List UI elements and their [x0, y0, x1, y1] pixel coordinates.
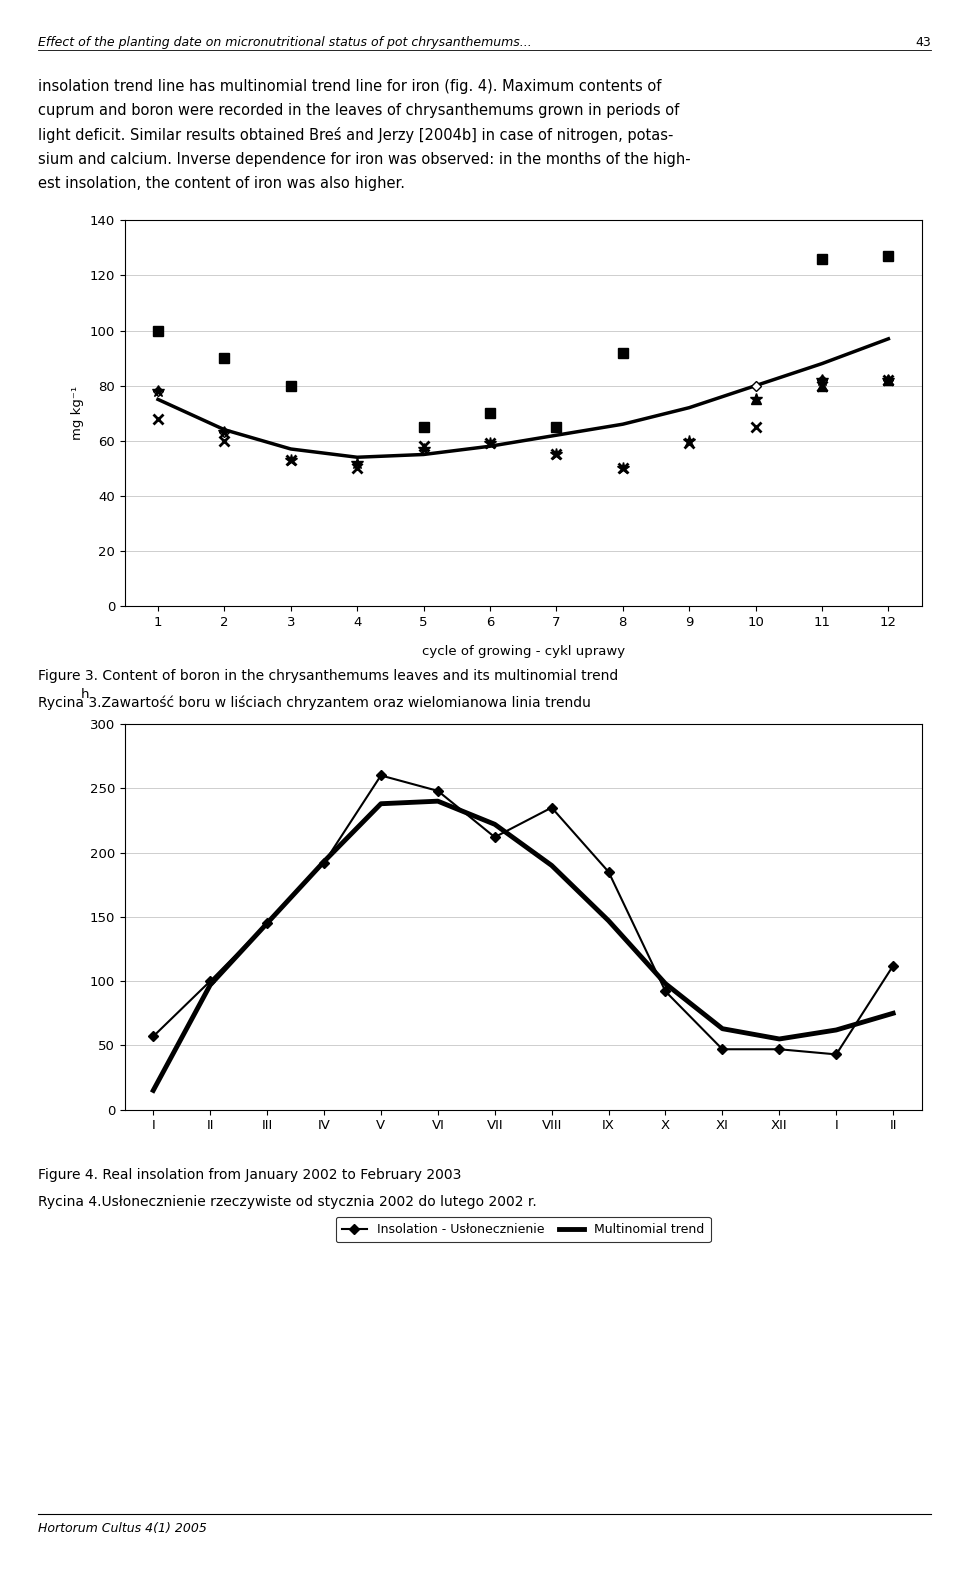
Text: Figure 4. Real insolation from January 2002 to February 2003: Figure 4. Real insolation from January 2… [38, 1168, 462, 1182]
Text: h: h [81, 688, 89, 700]
Text: light deficit. Similar results obtained Breś and Jerzy [2004b] in case of nitro: light deficit. Similar results obtained … [38, 127, 674, 143]
Text: Rycina 3.Zawartość boru w liściach chryzantem oraz wielomianowa linia trendu: Rycina 3.Zawartość boru w liściach chryz… [38, 696, 591, 710]
Text: Hortorum Cultus 4(1) 2005: Hortorum Cultus 4(1) 2005 [38, 1522, 207, 1535]
Text: Rycina 4.Usłonecznienie rzeczywiste od stycznia 2002 do lutego 2002 r.: Rycina 4.Usłonecznienie rzeczywiste od s… [38, 1195, 538, 1209]
Text: sium and calcium. Inverse dependence for iron was observed: in the months of the: sium and calcium. Inverse dependence for… [38, 153, 691, 167]
Text: Figure 3. Content of boron in the chrysanthemums leaves and its multinomial tren: Figure 3. Content of boron in the chrysa… [38, 669, 618, 683]
Text: cycle of growing - cykl uprawy: cycle of growing - cykl uprawy [421, 645, 625, 658]
Text: est insolation, the content of iron was also higher.: est insolation, the content of iron was … [38, 176, 405, 192]
Legend: 'Esperanto', 'Icon', 'Jewel', 'Solar', Mean, Mulinomial trend: 'Esperanto', 'Icon', 'Jewel', 'Solar', M… [259, 737, 787, 762]
Legend: Insolation - Usłonecznienie, Multinomial trend: Insolation - Usłonecznienie, Multinomial… [336, 1217, 710, 1242]
Text: cuprum and boron were recorded in the leaves of chrysanthemums grown in periods : cuprum and boron were recorded in the le… [38, 102, 680, 118]
Text: insolation trend line has multinomial trend line for iron (fig. 4). Maximum cont: insolation trend line has multinomial tr… [38, 79, 661, 94]
Text: 43: 43 [916, 36, 931, 49]
Text: Effect of the planting date on micronutritional status of pot chrysanthemums...: Effect of the planting date on micronutr… [38, 36, 532, 49]
Y-axis label: mg kg⁻¹: mg kg⁻¹ [71, 386, 84, 441]
